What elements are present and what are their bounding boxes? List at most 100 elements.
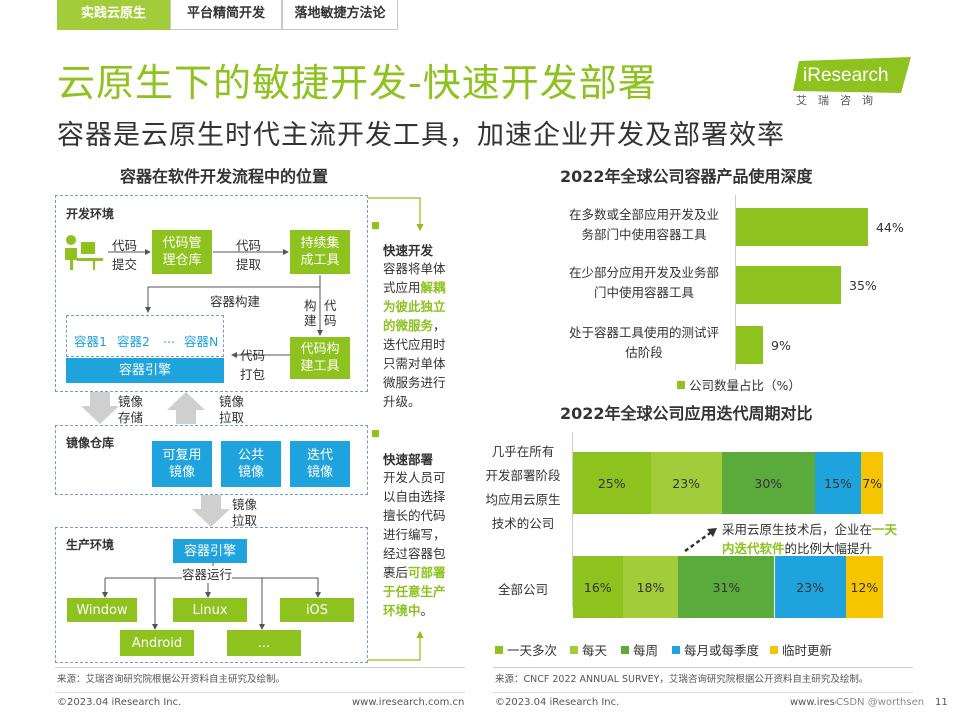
legend-swatch-icon — [672, 645, 680, 654]
chart2-legend-label: 每周 — [633, 643, 659, 658]
note-fast-deploy: 开发人员可以自由选择擅长的代码进行编写，经过容器包裹后可部署于任意生产环境中。 — [383, 470, 446, 618]
chart1-category-line: 在多数或全部应用开发及业 — [568, 207, 719, 222]
img-public-box: 公共镜像 — [221, 441, 281, 487]
chart2-legend-label: 一天多次 — [507, 643, 558, 658]
chart2-category-line: 均应用云原生 — [485, 492, 561, 507]
dev-env-label: 开发环境 — [66, 207, 115, 221]
container-ellipsis: ... — [163, 331, 175, 346]
img-repo-label: 镜像仓库 — [66, 436, 115, 450]
logo-sub-text: 艾瑞咨询 — [796, 94, 884, 107]
footer-copyright-left: ©2023.04 iResearch Inc. — [57, 697, 182, 708]
container-1: 容器1 — [74, 334, 107, 349]
chart2-legend-label: 每天 — [582, 643, 608, 658]
chart2-segment-label: 31% — [712, 579, 741, 595]
legend-swatch-icon — [570, 645, 578, 654]
chart2-legend-label: 临时更新 — [782, 643, 833, 658]
chart1-value-label: 44% — [876, 220, 904, 235]
chart2-segment: 15% — [814, 452, 862, 514]
tab-cloud-native[interactable]: 实践云原生 — [57, 0, 170, 30]
chart2-legend-item: 每天 — [570, 640, 607, 659]
build-code-2: 建 — [304, 313, 317, 328]
note-fast-dev-heading: 快速开发 — [383, 243, 434, 258]
footer-watermark: CSDN @worthsen — [836, 697, 925, 708]
chart2-category-label: 全部公司 — [478, 578, 568, 602]
code-pack-1: 代码 — [240, 348, 266, 363]
dev-env-box — [55, 195, 368, 392]
chart2-legend-item: 一天多次 — [495, 640, 557, 659]
chart1-value-label: 9% — [771, 338, 791, 353]
footer-url-left: www.iresearch.com.cn — [352, 697, 465, 708]
chart2-segment: 12% — [845, 556, 883, 618]
platform-android: Android — [120, 630, 194, 656]
chart2-segment-label: 30% — [754, 475, 783, 491]
chart2-segment: 18% — [622, 556, 679, 618]
logo-brand-text: iResearch — [803, 65, 889, 86]
chart2-category-line: 技术的公司 — [491, 516, 555, 531]
prod-env-label: 生产环境 — [66, 538, 115, 552]
chart2-title: 2022年全球公司应用迭代周期对比 — [560, 404, 813, 423]
chart2-category-line: 几乎在所有 — [491, 444, 555, 459]
img-pull2-2: 拉取 — [232, 513, 258, 528]
chart1-title: 2022年全球公司容器产品使用深度 — [560, 167, 813, 186]
img-store-1: 镜像 — [118, 394, 144, 409]
chart2-segment-label: 23% — [796, 579, 825, 595]
chart1-legend: 公司数量占比（%） — [677, 375, 801, 394]
containers-box — [66, 315, 224, 357]
container-build-label: 容器构建 — [210, 294, 261, 309]
chart2-segment: 7% — [861, 452, 883, 514]
prod-engine-label: 容器引擎 — [183, 543, 236, 559]
code-submit-1: 代码 — [112, 238, 138, 253]
platform-more: ... — [227, 630, 301, 656]
img-pull-2: 拉取 — [219, 410, 245, 425]
tab-platform-dev[interactable]: 平台精简开发 — [170, 0, 282, 30]
platform-linux-label: Linux — [192, 602, 228, 618]
img-repo-box — [55, 425, 368, 495]
container-n: 容器N — [184, 334, 219, 349]
container-run-label: 容器运行 — [182, 566, 233, 583]
chart2-segment-label: 23% — [672, 475, 701, 491]
chart1-category-line: 在少部分应用开发及业务部 — [568, 265, 719, 280]
chart2-legend-item: 每周 — [621, 640, 658, 659]
prod-env-box — [55, 527, 368, 663]
prod-engine-box: 容器引擎 — [173, 539, 247, 563]
img-iter-box: 迭代镜像 — [290, 441, 350, 487]
img-reusable-label: 可复用镜像 — [162, 448, 202, 480]
chart2-segment-label: 7% — [862, 475, 883, 491]
note-fast-deploy-heading: 快速部署 — [383, 452, 434, 467]
build-code-3: 代 — [324, 298, 337, 313]
code-fetch-2: 提取 — [236, 257, 262, 272]
chart1-category-line: 估阶段 — [625, 345, 663, 360]
chart2-axis — [572, 432, 573, 607]
build-code-1: 构 — [304, 298, 317, 313]
chart1-bar — [736, 208, 868, 246]
ci-tool-box: 持续集成工具 — [290, 230, 350, 274]
chart1-category-label: 在多数或全部应用开发及业 务部门中使用容器工具 — [556, 205, 732, 245]
chart2-legend-item: 临时更新 — [770, 640, 832, 659]
chart1-bar — [736, 266, 841, 304]
note-bullet-icon — [372, 222, 379, 229]
chart2-category-line: 全部公司 — [497, 582, 548, 597]
chart2-segment-label: 25% — [597, 475, 626, 491]
chart2-segment: 25% — [573, 452, 651, 514]
chart2-segment: 30% — [721, 452, 815, 514]
source-right: 来源：CNCF 2022 ANNUAL SURVEY，艾瑞咨询研究院根据公开资料… — [495, 674, 869, 685]
code-pack-2: 打包 — [240, 367, 266, 382]
chart2-annotation: 采用云原生技术后，企业在一天内迭代软件的比例大幅提升 — [722, 522, 898, 556]
chart2-segment: 23% — [774, 556, 846, 618]
chart2-legend-item: 每月或每季度 — [672, 640, 759, 659]
platform-more-label: ... — [257, 635, 271, 651]
container-2: 容器2 — [117, 334, 150, 349]
developer-icon — [65, 235, 103, 270]
code-fetch-1: 代码 — [236, 238, 262, 253]
footer-page: 11 — [935, 697, 948, 708]
img-reusable-box: 可复用镜像 — [152, 441, 212, 487]
img-pull-1: 镜像 — [219, 394, 245, 409]
tab-agile-method[interactable]: 落地敏捷方法论 — [282, 0, 398, 30]
note-fast-dev: 容器将单体式应用解耦为彼此独立的微服务，迭代应用时只需对单体微服务进行升级。 — [383, 261, 446, 409]
chart2-segment-label: 18% — [636, 579, 665, 595]
engine-box: 容器引擎 — [66, 358, 224, 383]
img-pull2-1: 镜像 — [232, 497, 258, 512]
footer-line-right — [493, 692, 913, 693]
chart2-segment: 23% — [650, 452, 722, 514]
